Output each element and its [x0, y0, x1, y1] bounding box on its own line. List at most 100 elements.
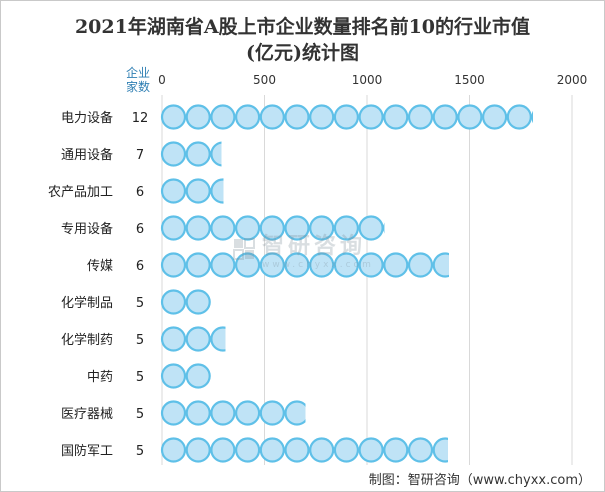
bubble-mark [284, 104, 310, 130]
bubble-mark [383, 222, 385, 234]
bubble-mark [160, 289, 187, 315]
bubble-mark [235, 104, 261, 130]
bubble-mark [506, 104, 532, 130]
bubble-bar [160, 178, 224, 204]
bubble-mark [284, 215, 310, 241]
bubble-bar [160, 437, 448, 463]
bubble-mark [210, 141, 222, 167]
bubble-mark [482, 104, 508, 130]
bubble-mark [259, 215, 285, 241]
x-tick-label: 1000 [352, 73, 383, 87]
bubble-mark [235, 252, 261, 278]
bubble-mark [358, 215, 384, 241]
bubble-bar [160, 252, 449, 278]
bubble-mark [185, 104, 211, 130]
bubble-mark [457, 104, 483, 130]
bubble-mark [333, 215, 359, 241]
bubble-mark [185, 252, 211, 278]
x-tick-label: 500 [253, 73, 276, 87]
category-label: 化学制品 [61, 295, 113, 311]
bubble-mark [259, 400, 285, 426]
chart-title-unit: (亿元)统计图 [246, 42, 359, 64]
company-count-label: 6 [136, 185, 144, 200]
bubble-mark [383, 252, 409, 278]
x-tick-label: 0 [158, 73, 166, 87]
company-count-label: 5 [136, 370, 144, 385]
bubble-mark [160, 252, 187, 278]
category-label: 专用设备 [61, 221, 113, 237]
bubble-mark [358, 437, 384, 463]
bubble-mark [185, 215, 211, 241]
bubble-mark [432, 437, 448, 463]
bubble-mark [284, 437, 310, 463]
bubble-mark [333, 437, 359, 463]
bubble-mark [185, 326, 211, 352]
bubble-mark [210, 326, 226, 352]
bubble-mark [284, 252, 310, 278]
bubble-mark [210, 252, 236, 278]
bubble-mark [259, 252, 285, 278]
company-count-label: 5 [136, 407, 144, 422]
company-count-label: 7 [136, 148, 144, 163]
category-label: 农产品加工 [48, 185, 113, 200]
bubble-mark [259, 104, 285, 130]
bubble-mark [185, 289, 211, 315]
bubble-bar [160, 289, 211, 315]
bubble-bar [160, 215, 385, 241]
bubble-mark [235, 437, 261, 463]
company-count-label: 6 [136, 259, 144, 274]
bubble-mark [407, 104, 434, 130]
bubble-mark [333, 104, 359, 130]
bubble-mark [531, 110, 534, 124]
bubble-mark [160, 104, 187, 130]
bubble-mark [309, 252, 335, 278]
bubble-mark [210, 400, 236, 426]
bubble-mark [160, 400, 187, 426]
bubble-mark [284, 400, 306, 426]
category-label: 化学制药 [61, 332, 113, 348]
bubble-mark [160, 178, 187, 204]
bubble-mark [160, 141, 187, 167]
bubble-mark [160, 215, 187, 241]
category-label: 国防军工 [61, 443, 113, 459]
bubble-mark [309, 215, 335, 241]
bubble-mark [432, 252, 449, 278]
company-count-label: 5 [136, 333, 144, 348]
bubble-mark [407, 252, 434, 278]
bubble-mark [210, 178, 224, 204]
bubble-mark [358, 104, 384, 130]
bubble-mark [160, 326, 187, 352]
x-tick-label: 1500 [454, 73, 485, 87]
bubble-mark [383, 437, 409, 463]
bubble-bar [160, 141, 222, 167]
x-tick-label: 2000 [557, 73, 588, 87]
bubble-mark [432, 104, 458, 130]
bubble-mark [383, 104, 409, 130]
company-count-label: 5 [136, 296, 144, 311]
bubble-mark [185, 437, 211, 463]
category-label: 通用设备 [61, 147, 113, 163]
bubble-mark [333, 252, 359, 278]
category-label: 传媒 [87, 259, 113, 274]
bubble-mark [160, 363, 187, 389]
bubble-mark [185, 363, 211, 389]
bubble-mark [210, 215, 236, 241]
bubble-mark [358, 252, 384, 278]
bubble-mark [185, 400, 211, 426]
bubble-mark [309, 104, 335, 130]
bubble-mark [185, 141, 211, 167]
bubble-mark [259, 437, 285, 463]
company-count-label: 6 [136, 222, 144, 237]
company-count-label: 12 [132, 111, 149, 126]
company-count-header: 企业 家数 [125, 66, 150, 94]
bubble-mark [407, 437, 434, 463]
chart-title: 2021年湖南省A股上市企业数量排名前10的行业市值 [74, 16, 531, 38]
bubble-bar [160, 363, 211, 389]
bubble-bar [160, 400, 306, 426]
bubble-mark [185, 178, 211, 204]
bubble-mark [235, 215, 261, 241]
company-count-label: 5 [136, 444, 144, 459]
category-label: 电力设备 [61, 110, 113, 126]
category-label: 医疗器械 [61, 407, 113, 422]
